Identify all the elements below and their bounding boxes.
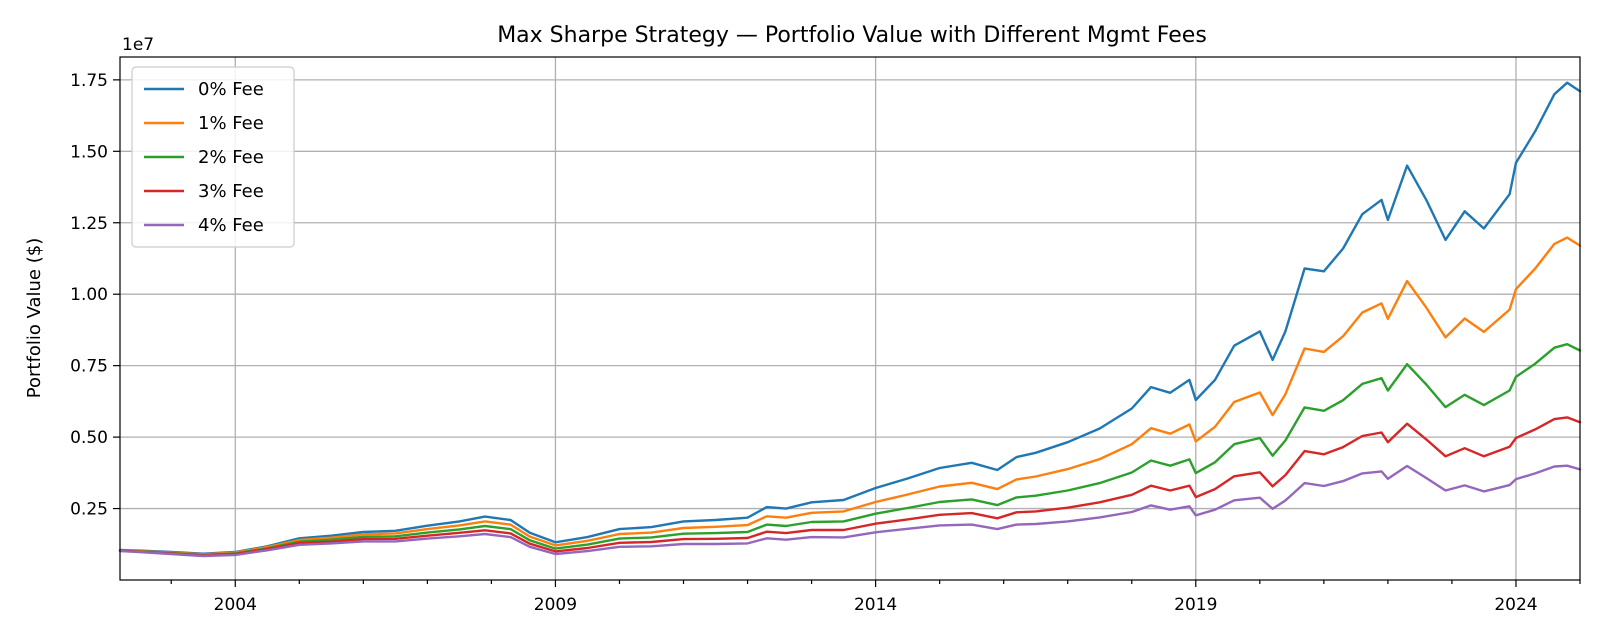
x-tick-label: 2014 — [854, 595, 897, 615]
x-tick-label: 2009 — [534, 595, 577, 615]
series-line-1 — [118, 236, 1582, 556]
series-line-4 — [118, 464, 1582, 558]
legend: 0% Fee 1% Fee 2% Fee 3% Fee 4% Fee — [131, 66, 295, 248]
y-tick-label: 1.00 — [70, 285, 108, 305]
legend-label: 1% Fee — [198, 113, 264, 134]
series-line-3 — [118, 416, 1582, 557]
x-tick-label: 2019 — [1174, 595, 1217, 615]
series-lines — [118, 81, 1582, 558]
legend-label: 2% Fee — [198, 147, 264, 168]
legend-label: 0% Fee — [198, 79, 264, 100]
y-tick-label: 1.25 — [70, 214, 108, 234]
y-tick-label: 0.75 — [70, 357, 108, 377]
x-tick-label: 2024 — [1494, 595, 1537, 615]
legend-box — [131, 66, 295, 248]
axes: 2004 2009 2014 2019 2024 0.25 0.50 0.75 1.00 1.25… — [70, 56, 1581, 615]
chart-title: Max Sharpe Strategy — Portfolio Value wi… — [497, 23, 1207, 48]
series-line-0 — [118, 81, 1582, 555]
legend-label: 4% Fee — [198, 215, 264, 236]
y-tick-label: 0.25 — [70, 500, 108, 520]
x-tick-label: 2004 — [214, 595, 257, 615]
series-line-2 — [118, 343, 1582, 557]
y-tick-label: 1.75 — [70, 71, 108, 91]
y-tick-label: 0.50 — [70, 428, 108, 448]
legend-label: 3% Fee — [198, 181, 264, 202]
y-axis-label: Portfolio Value ($) — [24, 238, 45, 398]
grid — [120, 57, 1580, 580]
plot-frame — [119, 56, 1581, 581]
y-tick-label: 1.50 — [70, 142, 108, 162]
y-offset-label: 1e7 — [122, 35, 154, 55]
